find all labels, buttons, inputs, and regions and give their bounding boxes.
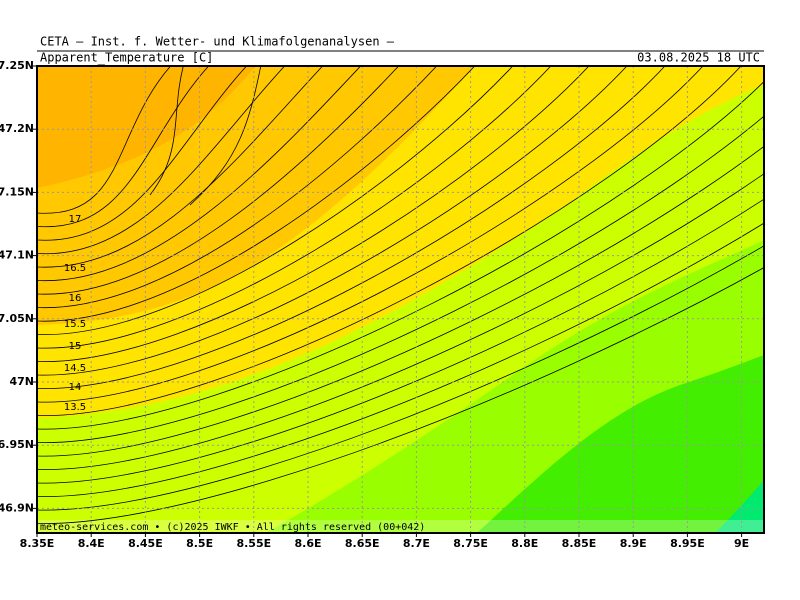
contour-label: 14 <box>69 382 82 393</box>
isoline <box>37 66 628 376</box>
isoline <box>149 66 184 196</box>
isoline <box>37 198 764 484</box>
x-tick-label: 8.55E <box>236 537 271 550</box>
isoline <box>37 66 362 281</box>
isoline <box>37 66 476 322</box>
x-tick-label: 8.45E <box>128 537 163 550</box>
isoline <box>37 66 172 214</box>
x-tick-label: 8.95E <box>670 537 705 550</box>
x-tick-label: 8.5E <box>186 537 213 550</box>
isoline <box>37 66 438 308</box>
footer-strip <box>37 520 764 533</box>
y-tick-label: 47.2N <box>0 122 34 135</box>
x-tick-label: 8.8E <box>511 537 538 550</box>
isoline <box>37 80 764 430</box>
band <box>476 355 764 533</box>
institute-title: CETA — Inst. f. Wetter- und Klimafolgena… <box>40 35 395 49</box>
contour-label: 15.5 <box>64 319 86 330</box>
contour-label: 14.5 <box>64 363 86 374</box>
x-tick-label: 8.75E <box>453 537 488 550</box>
isoline <box>37 66 400 295</box>
contour-label: 17 <box>69 214 82 225</box>
valid-time: 03.08.2025 18 UTC <box>637 51 760 65</box>
y-tick-label: 47.1N <box>0 249 34 262</box>
contour-label: 16 <box>69 293 82 304</box>
x-tick-label: 8.35E <box>20 537 55 550</box>
isoline <box>189 66 262 206</box>
x-tick-label: 8.85E <box>562 537 597 550</box>
grid <box>37 66 764 533</box>
isoline <box>37 245 764 511</box>
isoline <box>37 66 552 349</box>
field: 17 16.5 16 15.5 15 14.5 14 13.5 <box>37 66 764 533</box>
isoline <box>37 66 248 241</box>
y-tick-label: 47N <box>9 375 34 388</box>
x-tick-label: 9E <box>734 537 749 550</box>
contour-label: 13.5 <box>64 402 86 413</box>
contour-label: 16.5 <box>64 263 86 274</box>
isoline <box>37 222 764 497</box>
x-tick-label: 8.65E <box>345 537 380 550</box>
x-tick-label: 8.9E <box>620 537 647 550</box>
axes: 8.35E 8.4E 8.45E 8.5E 8.55E 8.6E 8.65E 8.7E 8.75… <box>0 59 749 550</box>
isoline <box>37 66 210 227</box>
isoline <box>37 66 324 268</box>
x-tick-label: 8.6E <box>294 537 321 550</box>
isoline <box>37 66 590 362</box>
isoline <box>37 66 742 416</box>
y-tick-label: 6.95N <box>0 438 34 451</box>
y-tick-label: 46.9N <box>0 501 34 514</box>
isoline <box>37 145 764 457</box>
y-tick-label: 7.25N <box>0 59 34 72</box>
plot-frame <box>36 65 765 534</box>
copyright: meteo-services.com • (c)2025 IWKF • All … <box>40 522 425 533</box>
parameter-title: Apparent_Temperature [C] <box>40 51 213 65</box>
x-tick-label: 8.4E <box>78 537 105 550</box>
x-tick-label: 8.7E <box>403 537 430 550</box>
isoline <box>37 66 704 403</box>
band <box>715 480 764 533</box>
isoline <box>37 66 666 389</box>
isoline <box>37 66 286 254</box>
contour-label: 15 <box>69 341 82 352</box>
y-tick-label: 7.05N <box>0 312 34 325</box>
y-tick-label: 7.15N <box>0 185 34 198</box>
